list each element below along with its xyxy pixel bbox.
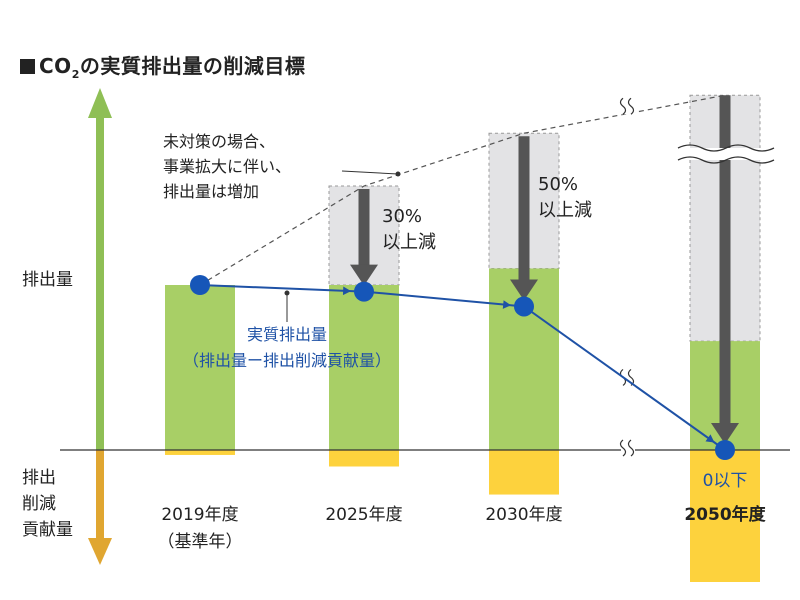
net-point (514, 296, 534, 317)
reduction-percent-label: 30% (382, 206, 422, 227)
axis-break-gap (621, 96, 635, 115)
contribution-bar (690, 450, 760, 582)
reduction-text-label: 以上減 (538, 200, 592, 221)
axis-down-label-line: 排出 (22, 468, 56, 488)
net-point (354, 281, 374, 302)
axis-break-mark (627, 97, 635, 115)
reduction-text-label: 以上減 (382, 232, 436, 253)
bau-annotation-text: 排出量は増加 (163, 182, 259, 201)
net-emissions-line (199, 284, 726, 451)
chart-title: CO2の実質排出量の削減目標 (20, 50, 305, 81)
net-annotation-title: 実質排出量 (247, 325, 327, 344)
x-tick-label: （基準年） (158, 532, 243, 552)
title-prefix: CO (39, 54, 72, 78)
axis-down-arrowhead (88, 538, 112, 565)
title-subscript: 2 (71, 68, 80, 81)
net-point (715, 440, 735, 460)
reduction-percent-label: 50% (538, 174, 578, 195)
bau-annotation-text: 事業拡大に伴い、 (163, 157, 291, 176)
title-square-icon (20, 59, 35, 74)
bau-annotation-text: 未対策の場合、 (163, 132, 275, 151)
reduction-arrow-head (510, 279, 538, 301)
bar-break-mark (677, 156, 775, 164)
bau-annotation-dot (395, 171, 401, 177)
zero-or-below-label: 0以下 (703, 471, 748, 491)
net-line-arrowhead (342, 286, 352, 296)
x-tick-label: 2030年度 (485, 505, 562, 525)
x-tick-label: 2050年度 (684, 504, 766, 525)
emissions-bar (165, 285, 235, 450)
reduction-arrow-head (350, 264, 378, 286)
contribution-bar (329, 450, 399, 467)
reduction-arrow-head (711, 423, 739, 444)
net-annotation-subtitle: （排出量ー排出削減貢献量） (183, 351, 391, 370)
axis-up-arrowhead (88, 88, 112, 118)
contribution-bar (165, 450, 235, 455)
net-line-arrowhead (502, 300, 512, 309)
contribution-bar (489, 450, 559, 495)
title-rest: の実質排出量の削減目標 (79, 54, 306, 78)
axis-break-mark (627, 439, 635, 457)
bau-dashed-line (199, 94, 726, 286)
axis-break-gap (621, 438, 635, 456)
emissions-bar (329, 285, 399, 450)
axis-up-label: 排出量 (22, 270, 73, 290)
net-point (190, 275, 210, 295)
net-line-arrowhead (705, 434, 715, 443)
axis-break-mark (619, 97, 627, 115)
bar-break-mark (677, 144, 775, 152)
net-annotation-dot (284, 290, 290, 296)
axis-down-label-line: 貢献量 (22, 520, 73, 540)
axis-down-label-line: 削減 (22, 494, 56, 514)
bau-annotation-leader (341, 170, 399, 175)
x-tick-label: 2019年度 (161, 505, 238, 525)
axis-break-mark (619, 439, 627, 457)
axis-break-gap (621, 367, 635, 386)
x-tick-label: 2025年度 (325, 505, 402, 525)
